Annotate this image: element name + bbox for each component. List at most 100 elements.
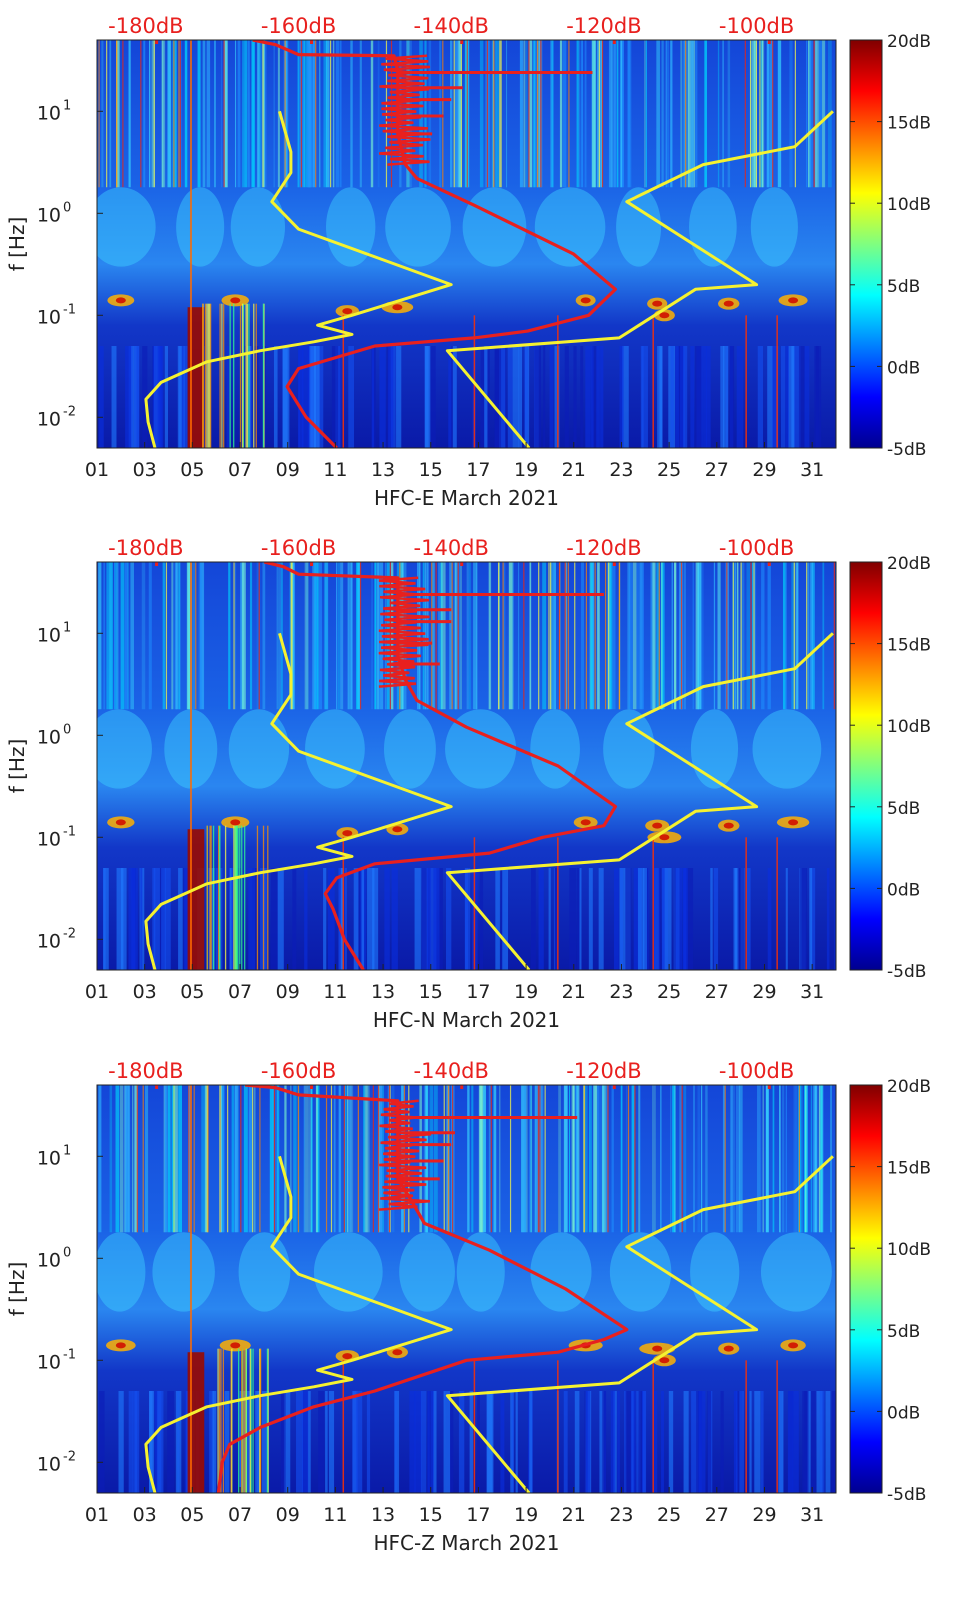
x-tick-label: 01	[85, 459, 109, 481]
x-tick-label: 21	[562, 981, 586, 1003]
colorbar-tick-label: 15dB	[887, 636, 931, 656]
y-tick-exponent: -2	[63, 926, 76, 941]
x-tick-label: 09	[276, 981, 300, 1003]
y-tick-label: 10	[37, 306, 61, 328]
x-tick-label: 17	[466, 981, 490, 1003]
y-tick-exponent: 1	[63, 98, 71, 113]
top-db-label: -160dB	[261, 14, 336, 38]
y-tick-exponent: -2	[63, 404, 76, 419]
y-tick-label: 10	[37, 828, 61, 850]
colorbar-tick-label: 5dB	[887, 799, 920, 819]
spectrogram-image	[97, 40, 836, 448]
top-db-label: -180dB	[108, 14, 183, 38]
x-tick-label: 17	[466, 459, 490, 481]
x-tick-label: 31	[800, 981, 824, 1003]
x-tick-label: 11	[323, 459, 347, 481]
colorbar: 20dB 15dB 10dB 5dB 0dB -5dB	[849, 32, 931, 460]
top-db-label: -140dB	[414, 1059, 489, 1083]
yellow-noise-curve	[144, 632, 453, 970]
top-db-label: -120dB	[566, 536, 641, 560]
top-db-label: -120dB	[566, 1059, 641, 1083]
x-tick-label: 27	[705, 1504, 729, 1526]
top-db-label: -140dB	[414, 14, 489, 38]
x-tick-label: 13	[371, 981, 395, 1003]
colorbar-tick-label: 10dB	[887, 717, 931, 737]
top-db-label: -180dB	[108, 536, 183, 560]
x-tick-label: 09	[276, 459, 300, 481]
y-axis-title: f [Hz]	[5, 217, 29, 272]
x-tick-label: 23	[609, 1504, 633, 1526]
y-tick-exponent: -1	[63, 824, 76, 839]
x-tick-label: 25	[657, 1504, 681, 1526]
y-tick-exponent: 1	[63, 620, 71, 635]
x-tick-label: 11	[323, 981, 347, 1003]
colorbar-tick-label: 10dB	[887, 195, 931, 215]
x-tick-label: 13	[371, 1504, 395, 1526]
y-tick-exponent: 0	[63, 1245, 71, 1260]
x-tick-label: 27	[705, 459, 729, 481]
yellow-noise-curve-upper	[445, 1155, 834, 1493]
yellow-noise-curve-upper	[445, 632, 834, 970]
top-db-label: -100dB	[719, 14, 794, 38]
x-tick-label: 05	[180, 459, 204, 481]
y-tick-label: 10	[37, 930, 61, 952]
x-tick-label: 15	[419, 459, 443, 481]
y-tick-exponent: 0	[63, 200, 71, 215]
x-tick-label: 27	[705, 981, 729, 1003]
colorbar: 20dB 15dB 10dB 5dB 0dB -5dB	[849, 1077, 931, 1505]
x-tick-label: 03	[133, 1504, 157, 1526]
top-db-label: -180dB	[108, 1059, 183, 1083]
top-db-label: -100dB	[719, 1059, 794, 1083]
colorbar-tick-label: 15dB	[887, 114, 931, 134]
x-tick-label: 23	[609, 459, 633, 481]
x-tick-label: 19	[514, 1504, 538, 1526]
colorbar-tick-label: 5dB	[887, 277, 920, 297]
colorbar-tick-label: 0dB	[887, 880, 920, 900]
colorbar-tick-label: -5dB	[887, 1485, 926, 1505]
x-tick-label: 11	[323, 1504, 347, 1526]
x-tick-label: 15	[419, 1504, 443, 1526]
top-db-label: -140dB	[414, 536, 489, 560]
colorbar-tick-label: 20dB	[887, 554, 931, 574]
y-tick-exponent: -1	[63, 302, 76, 317]
x-axis-title: HFC-N March 2021	[373, 1008, 560, 1032]
x-tick-label: 21	[562, 1504, 586, 1526]
colorbar-tick-label: 10dB	[887, 1240, 931, 1260]
y-tick-label: 10	[37, 1249, 61, 1271]
x-tick-label: 19	[514, 981, 538, 1003]
y-tick-label: 10	[37, 726, 61, 748]
x-tick-label: 23	[609, 981, 633, 1003]
x-tick-label: 03	[133, 459, 157, 481]
colorbar-tick-label: 15dB	[887, 1159, 931, 1179]
yellow-noise-curve	[144, 110, 453, 448]
y-axis-title: f [Hz]	[5, 1262, 29, 1317]
y-tick-exponent: -2	[63, 1449, 76, 1464]
top-db-label: -160dB	[261, 536, 336, 560]
x-axis-title: HFC-Z March 2021	[373, 1531, 559, 1555]
y-tick-exponent: 1	[63, 1143, 71, 1158]
x-tick-label: 25	[657, 981, 681, 1003]
x-tick-label: 25	[657, 459, 681, 481]
top-db-label: -120dB	[566, 14, 641, 38]
colorbar-tick-label: 20dB	[887, 1077, 931, 1097]
x-tick-label: 09	[276, 1504, 300, 1526]
y-tick-label: 10	[37, 1147, 61, 1169]
top-db-label: -160dB	[261, 1059, 336, 1083]
yellow-noise-curve-upper	[445, 110, 834, 448]
top-db-label: -100dB	[719, 536, 794, 560]
spectrogram-image	[97, 1085, 836, 1493]
x-tick-label: 29	[752, 981, 776, 1003]
x-tick-label: 05	[180, 981, 204, 1003]
x-tick-label: 03	[133, 981, 157, 1003]
y-tick-label: 10	[37, 102, 61, 124]
x-axis-title: HFC-E March 2021	[374, 486, 559, 510]
x-tick-label: 17	[466, 1504, 490, 1526]
y-tick-label: 10	[37, 408, 61, 430]
x-tick-label: 15	[419, 981, 443, 1003]
colorbar-tick-label: -5dB	[887, 440, 926, 460]
colorbar-tick-label: 0dB	[887, 1403, 920, 1423]
